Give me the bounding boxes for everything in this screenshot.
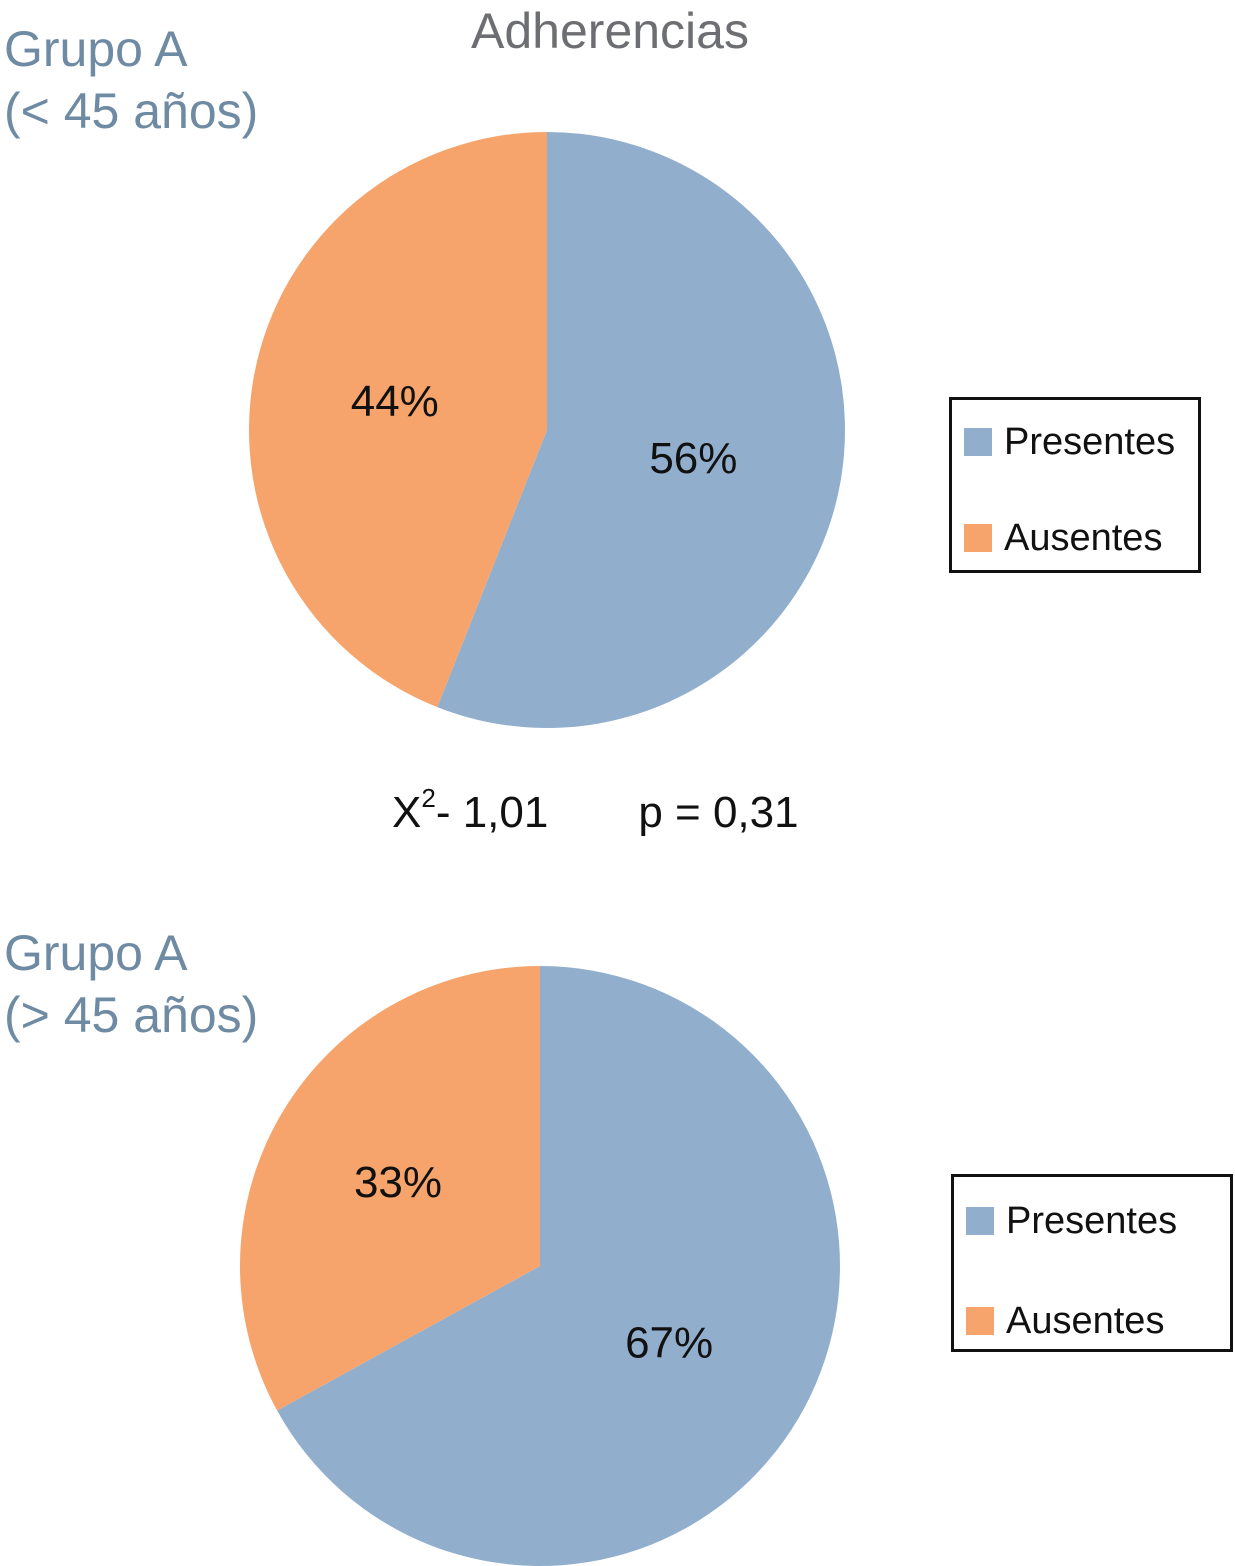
legend-item-presentes: Presentes <box>964 420 1176 463</box>
legend-item-presentes: Presentes <box>966 1199 1178 1242</box>
group-subgroup: (> 45 años) <box>4 987 259 1043</box>
chi-superscript: 2 <box>421 783 436 813</box>
group-name: Grupo A <box>4 925 188 981</box>
pie-chart-under-45: 56% 44% <box>248 132 845 728</box>
legend-label: Presentes <box>1004 420 1176 463</box>
pie-slice-ausentes <box>248 132 547 708</box>
p-value: p = 0,31 <box>638 788 799 837</box>
group-subgroup: (< 45 años) <box>4 83 259 139</box>
slice-label-presentes: 67% <box>625 1318 713 1367</box>
legend-top: Presentes Ausentes <box>949 397 1201 573</box>
legend-swatch-ausentes <box>964 524 992 552</box>
legend-label: Ausentes <box>1006 1299 1165 1342</box>
group-name: Grupo A <box>4 21 188 77</box>
legend-label: Presentes <box>1006 1199 1178 1242</box>
legend-swatch-presentes <box>964 428 992 456</box>
chi-value: - 1,01 <box>435 788 549 837</box>
group-label-bottom: Grupo A (> 45 años) <box>4 922 258 1046</box>
legend-swatch-presentes <box>966 1207 994 1235</box>
legend-label: Ausentes <box>1004 516 1163 559</box>
pie-chart-over-45: 67% 33% <box>239 966 840 1566</box>
pie-slice-presentes <box>437 132 845 728</box>
slice-label-ausentes: 33% <box>354 1158 442 1207</box>
slice-label-presentes: 56% <box>649 434 737 483</box>
pie-slice-ausentes <box>239 966 540 1411</box>
chart-title: Adherencias <box>471 3 749 59</box>
pie-slice-presentes <box>277 966 840 1566</box>
legend-item-ausentes: Ausentes <box>966 1299 1165 1342</box>
legend-swatch-ausentes <box>966 1307 994 1335</box>
legend-item-ausentes: Ausentes <box>964 516 1163 559</box>
legend-bottom: Presentes Ausentes <box>951 1174 1233 1352</box>
slice-label-ausentes: 44% <box>351 377 439 426</box>
chi-square-stats: X2- 1,01 p = 0,31 <box>392 785 799 838</box>
chi-label: X <box>392 788 422 837</box>
group-label-top: Grupo A (< 45 años) <box>4 18 258 142</box>
